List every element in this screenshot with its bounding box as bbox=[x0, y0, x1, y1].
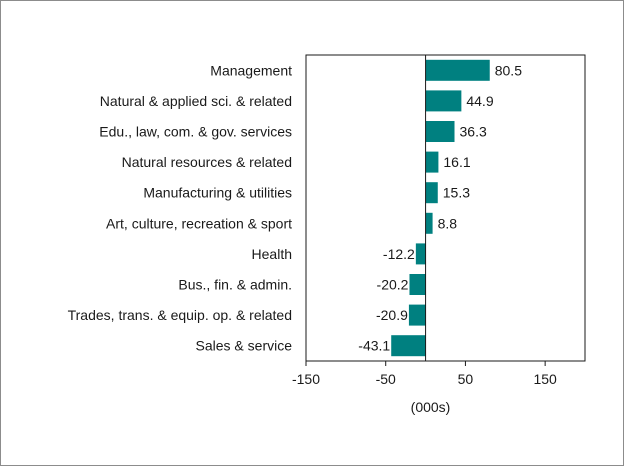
category-label: Bus., fin. & admin. bbox=[178, 277, 292, 293]
category-labels: Management Natural & applied sci. & relat… bbox=[68, 62, 293, 353]
bar bbox=[409, 274, 426, 295]
value-label: 8.8 bbox=[438, 215, 458, 231]
x-tick-label: 50 bbox=[458, 371, 474, 387]
category-label: Sales & service bbox=[196, 338, 293, 354]
x-tick-label: -50 bbox=[376, 371, 396, 387]
bar bbox=[425, 121, 455, 142]
bar bbox=[425, 59, 490, 81]
x-tick-label: 150 bbox=[533, 371, 557, 387]
x-ticks: -150 -50 50 150 bbox=[292, 361, 557, 387]
bars bbox=[391, 59, 490, 357]
value-label: -43.1 bbox=[358, 338, 390, 354]
value-label: -20.2 bbox=[377, 277, 409, 293]
plot-area bbox=[305, 54, 586, 362]
category-label: Edu., law, com. & gov. services bbox=[99, 124, 292, 140]
value-label: 15.3 bbox=[443, 185, 470, 201]
value-label: -20.9 bbox=[376, 307, 408, 323]
bar bbox=[425, 182, 438, 204]
category-label: Manufacturing & utilities bbox=[143, 185, 292, 201]
bar bbox=[425, 212, 433, 234]
bar bbox=[415, 243, 426, 265]
bar bbox=[391, 335, 426, 357]
bar bbox=[408, 304, 426, 326]
category-label: Art, culture, recreation & sport bbox=[106, 215, 292, 231]
x-tick-label: -150 bbox=[292, 371, 320, 387]
category-label: Trades, trans. & equip. op. & related bbox=[68, 307, 292, 323]
value-label: 16.1 bbox=[443, 154, 470, 170]
value-label: 36.3 bbox=[460, 124, 487, 140]
bar bbox=[425, 90, 462, 112]
value-label: -12.2 bbox=[383, 246, 415, 262]
category-label: Management bbox=[210, 62, 292, 78]
value-label: 44.9 bbox=[466, 93, 493, 109]
value-label: 80.5 bbox=[495, 62, 522, 78]
value-labels: 80.544.9 36.3 16.1 15.3 8.8 -12.2 -20.2 -20.9 -4… bbox=[358, 62, 522, 353]
category-label: Natural resources & related bbox=[122, 154, 292, 170]
category-label: Health bbox=[252, 246, 292, 262]
bar bbox=[425, 151, 439, 173]
x-axis-title: (000s) bbox=[411, 399, 451, 415]
category-label: Natural & applied sci. & related bbox=[100, 93, 292, 109]
